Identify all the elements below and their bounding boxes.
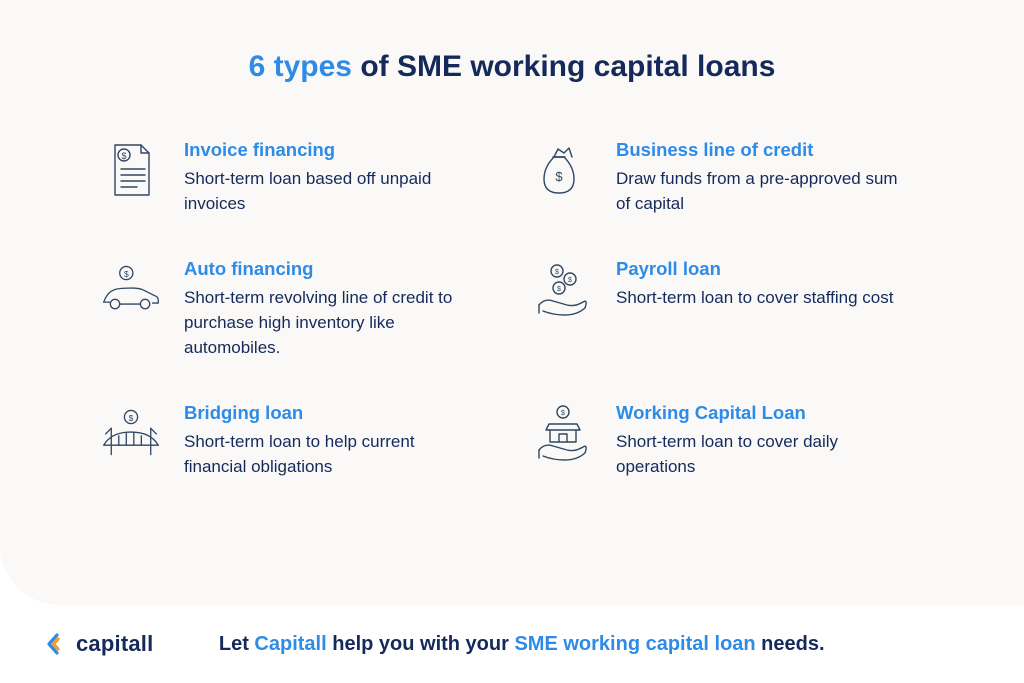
svg-text:$: $ — [568, 277, 572, 284]
store-hand-icon: $ — [532, 402, 594, 464]
footer-t2: help you with your — [327, 633, 515, 655]
svg-text:$: $ — [121, 151, 126, 161]
item-invoice-financing: $ Invoice financing Short-term loan base… — [100, 139, 492, 216]
title-accent: 6 types — [249, 50, 352, 83]
item-business-line-credit: $ Business line of credit Draw funds fro… — [532, 139, 924, 216]
footer-t1: Let — [219, 633, 255, 655]
item-desc: Draw funds from a pre-approved sum of ca… — [616, 167, 906, 216]
item-desc: Short-term loan to cover staffing cost — [616, 286, 893, 311]
svg-text:$: $ — [555, 169, 563, 184]
item-desc: Short-term revolving line of credit to p… — [184, 286, 474, 360]
footer: capitall Let Capitall help you with your… — [0, 605, 1024, 683]
item-title: Payroll loan — [616, 258, 893, 280]
footer-message: Let Capitall help you with your SME work… — [63, 633, 980, 656]
svg-text:$: $ — [561, 410, 565, 417]
car-coin-icon: $ — [100, 258, 162, 320]
bridge-icon: $ — [100, 402, 162, 464]
item-desc: Short-term loan to help current financia… — [184, 430, 474, 479]
item-desc: Short-term loan based off unpaid invoice… — [184, 167, 474, 216]
item-bridging-loan: $ Bridging loan Short-term loan to help … — [100, 402, 492, 479]
svg-text:$: $ — [557, 286, 561, 293]
title-rest: of SME working capital loans — [352, 50, 775, 83]
svg-text:$: $ — [129, 413, 134, 423]
footer-a2: SME working capital loan — [514, 633, 755, 655]
item-title: Business line of credit — [616, 139, 906, 161]
item-title: Auto financing — [184, 258, 474, 280]
svg-text:$: $ — [555, 269, 559, 276]
loans-grid: $ Invoice financing Short-term loan base… — [100, 139, 924, 479]
item-title: Working Capital Loan — [616, 402, 906, 424]
item-title: Invoice financing — [184, 139, 474, 161]
money-bag-icon: $ — [532, 139, 594, 201]
payroll-icon: $ $ $ — [532, 258, 594, 320]
item-auto-financing: $ Auto financing Short-term revolving li… — [100, 258, 492, 360]
footer-a1: Capitall — [254, 633, 326, 655]
svg-text:$: $ — [124, 269, 129, 279]
item-desc: Short-term loan to cover daily operation… — [616, 430, 906, 479]
main-panel: 6 types of SME working capital loans $ I… — [0, 0, 1024, 605]
item-working-capital-loan: $ Working Capital Loan Short-term loan t… — [532, 402, 924, 479]
item-title: Bridging loan — [184, 402, 474, 424]
page-title: 6 types of SME working capital loans — [100, 50, 924, 84]
footer-t3: needs. — [756, 633, 825, 655]
item-payroll-loan: $ $ $ Payroll loan Short-term loan to co… — [532, 258, 924, 360]
invoice-icon: $ — [100, 139, 162, 201]
